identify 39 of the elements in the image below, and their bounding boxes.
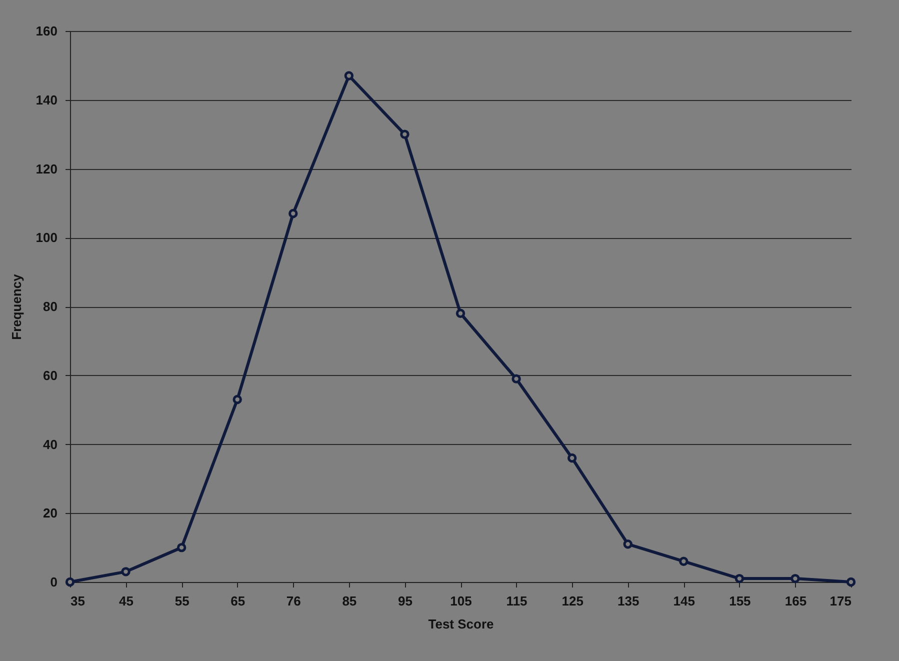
point <box>512 374 521 384</box>
x-tick-label: 76 <box>286 594 301 608</box>
y-tick-label: 120 <box>36 161 58 176</box>
y-tick-label: 20 <box>43 506 58 521</box>
y-tick-label: 80 <box>43 299 58 314</box>
x-tick-label: 115 <box>506 594 528 608</box>
x-tick-label: 105 <box>450 594 472 608</box>
point <box>679 556 688 566</box>
y-tick-label: 40 <box>43 436 58 452</box>
y-tick-label: 100 <box>36 230 58 246</box>
x-tick-label: 55 <box>174 594 190 608</box>
point <box>734 574 744 584</box>
point <box>456 308 466 318</box>
x-tick-label: 95 <box>398 594 412 608</box>
x-tick-label: 165 <box>784 594 807 608</box>
x-tick-label: 125 <box>562 594 584 608</box>
y-tick-label: 60 <box>43 368 58 383</box>
point <box>623 540 632 549</box>
x-tick-label: 135 <box>618 594 640 608</box>
point <box>400 130 410 139</box>
point <box>121 567 130 576</box>
y-axis-title: Frequency <box>8 273 24 340</box>
x-tick-label: 85 <box>342 594 357 608</box>
y-tick-label: 140 <box>36 92 58 108</box>
point <box>288 208 298 218</box>
point <box>790 574 800 584</box>
x-axis-title: Test Score <box>428 616 494 632</box>
x-tick-label: 65 <box>230 594 246 608</box>
point <box>344 71 354 80</box>
x-tick-label: 45 <box>119 594 134 608</box>
x-tick-label: 145 <box>673 594 695 608</box>
x-tick-label: 155 <box>729 594 751 608</box>
x-tick-label: 35 <box>70 594 85 608</box>
y-tick-label: 160 <box>36 24 58 38</box>
point <box>232 394 242 404</box>
point <box>567 453 577 463</box>
x-tick-label: 175 <box>830 594 852 608</box>
point <box>176 542 186 552</box>
y-tick-label: 0 <box>50 574 58 590</box>
